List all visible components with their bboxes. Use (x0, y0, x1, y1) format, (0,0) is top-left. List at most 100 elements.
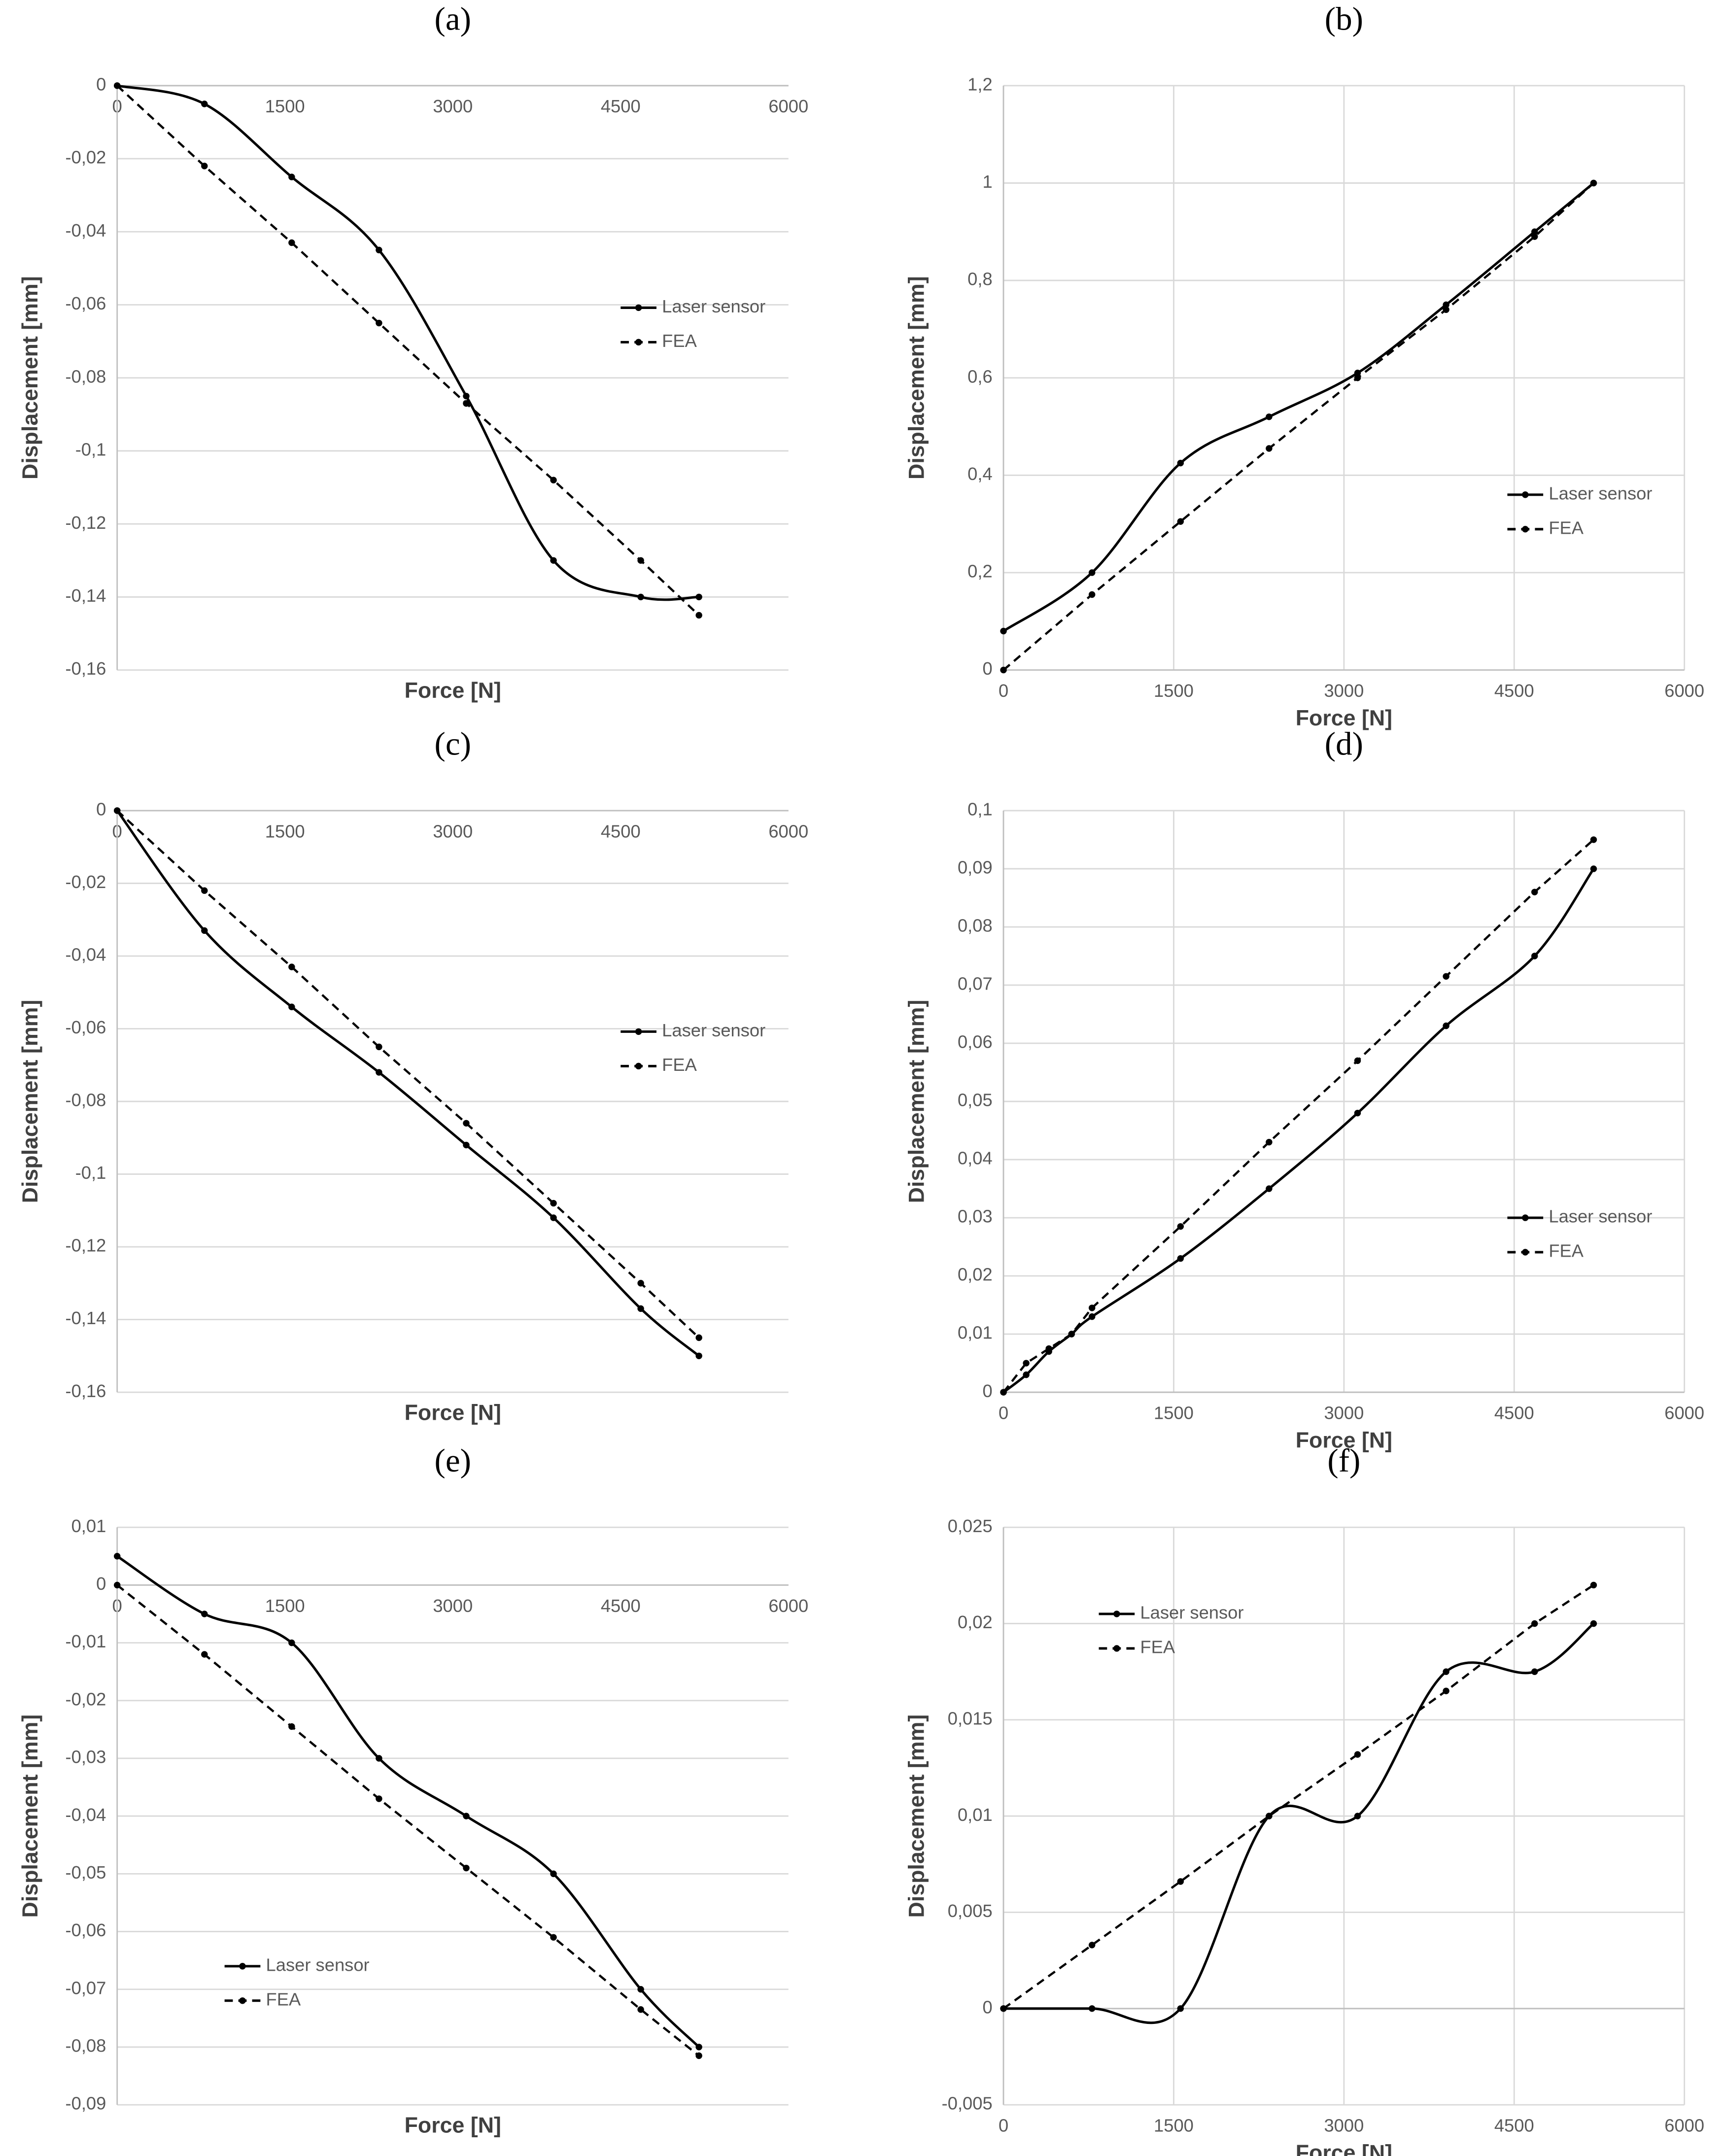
x-tick-label: 6000 (1664, 1403, 1704, 1423)
y-tick-label: -0,03 (66, 1747, 106, 1767)
x-tick-label: 1500 (265, 1596, 305, 1616)
data-point (1354, 1057, 1361, 1064)
x-tick-label: 3000 (1324, 681, 1364, 701)
data-point (288, 173, 295, 180)
y-tick-label: 0 (982, 658, 992, 679)
data-point (1531, 233, 1538, 240)
data-point (376, 1755, 382, 1762)
legend-marker (1522, 1249, 1529, 1256)
data-point (1088, 591, 1096, 598)
series-line (117, 84, 699, 601)
x-tick-label: 4500 (1494, 2115, 1534, 2135)
data-point (1354, 1109, 1361, 1117)
data-point (550, 1199, 557, 1207)
data-point (1000, 1389, 1007, 1396)
chart-title: (b) (1325, 0, 1363, 37)
chart-title: (c) (435, 725, 471, 762)
data-point (1177, 459, 1184, 467)
x-tick-label: 0 (999, 681, 1008, 701)
chart-panel: (b) 0 0,2 0,4 0,6 0,8 1 1,2 0 1500 3000 4500 6000 For… (904, 0, 1704, 731)
y-tick-label: -0,09 (66, 2093, 106, 2114)
x-axis-title: Force [N] (1296, 706, 1392, 730)
y-tick-label: 0,01 (958, 1805, 993, 1825)
chart-title: (a) (435, 0, 471, 37)
data-point (637, 593, 644, 601)
legend-label: FEA (662, 331, 697, 351)
data-point (201, 163, 208, 170)
y-tick-label: -0,08 (66, 2036, 106, 2056)
y-tick-label: -0,16 (66, 1381, 106, 1401)
legend-label: FEA (1549, 517, 1584, 538)
y-axis-title: Displacement [mm] (904, 276, 929, 479)
data-point (637, 1305, 644, 1312)
data-point (695, 2052, 702, 2059)
data-point (1023, 1360, 1030, 1367)
data-point (1443, 973, 1449, 980)
data-point (463, 393, 470, 400)
data-point (114, 1581, 121, 1589)
chart-title: (f) (1327, 1442, 1360, 1479)
series-line (1002, 1584, 1594, 2010)
y-tick-label: -0,16 (66, 658, 106, 679)
data-point (550, 477, 557, 483)
data-point (1590, 179, 1597, 187)
y-tick-label: -0,08 (66, 1090, 106, 1110)
data-point (201, 1610, 208, 1617)
y-tick-label: 0,025 (948, 1516, 993, 1536)
legend: Laser sensor FEA (620, 296, 765, 351)
data-point (463, 1141, 470, 1149)
y-tick-label: 1,2 (967, 74, 993, 94)
y-tick-label: 0 (982, 1381, 992, 1401)
y-tick-label: -0,14 (66, 1308, 106, 1328)
data-point (1045, 1345, 1052, 1352)
x-tick-label: 6000 (768, 96, 808, 116)
x-tick-label: 1500 (265, 821, 305, 841)
legend-marker (1522, 526, 1529, 533)
legend: Laser sensor FEA (1099, 1603, 1244, 1657)
y-tick-label: 0,06 (958, 1032, 993, 1052)
data-point (376, 1795, 382, 1802)
data-point (376, 319, 382, 327)
x-tick-label: 1500 (1154, 1403, 1194, 1423)
data-point (288, 1723, 295, 1730)
y-tick-label: 0,09 (958, 857, 993, 878)
legend-marker (1113, 1610, 1120, 1617)
legend-label: Laser sensor (662, 296, 765, 316)
x-tick-label: 1500 (1154, 681, 1194, 701)
legend-label: Laser sensor (1549, 483, 1652, 504)
y-tick-label: -0,07 (66, 1978, 106, 1998)
y-tick-label: 0 (96, 74, 106, 94)
data-point (201, 1651, 208, 1658)
legend-label: Laser sensor (662, 1020, 765, 1040)
data-point (1266, 1185, 1273, 1192)
data-point (1266, 1138, 1273, 1146)
data-point (1531, 889, 1538, 895)
data-point (695, 1334, 702, 1341)
y-tick-label: 0,02 (958, 1612, 993, 1632)
data-point (695, 1352, 702, 1360)
data-point (1266, 413, 1273, 420)
chart-panel: (d) 0 0,01 0,02 0,03 0,04 0,05 0,06 0,07 0,08 0,09… (904, 725, 1704, 1453)
x-axis-title: Force [N] (405, 2113, 501, 2138)
series-line (116, 1555, 700, 2048)
data-point (1531, 1668, 1538, 1675)
legend-label: Laser sensor (1549, 1206, 1652, 1227)
y-tick-label: -0,12 (66, 1235, 106, 1256)
legend-label: FEA (266, 1989, 301, 2009)
series-line (116, 1584, 700, 2057)
y-tick-label: -0,02 (66, 1689, 106, 1709)
data-point (1177, 518, 1184, 525)
legend: Laser sensor FEA (1507, 483, 1652, 538)
data-point (1177, 1223, 1184, 1230)
legend-marker (635, 1028, 642, 1035)
data-point (1088, 1942, 1096, 1949)
data-point (288, 239, 295, 246)
data-point (550, 1214, 557, 1221)
data-point (201, 927, 208, 934)
data-point (1443, 301, 1449, 308)
x-axis-title: Force [N] (1296, 1428, 1392, 1453)
y-tick-label: -0,14 (66, 585, 106, 606)
x-tick-label: 6000 (768, 1596, 808, 1616)
data-point (1068, 1331, 1075, 1337)
